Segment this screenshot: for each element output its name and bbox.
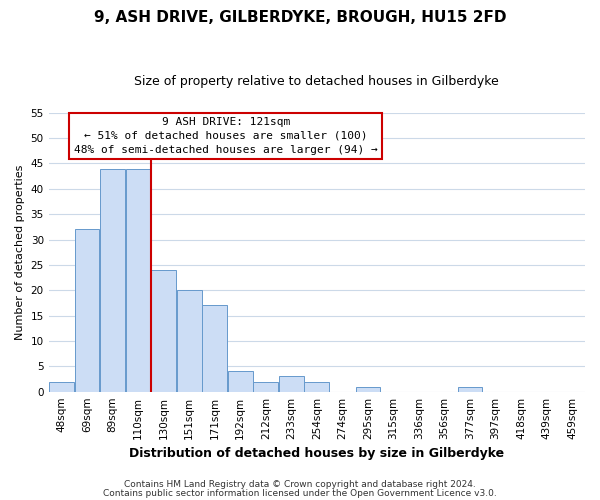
Title: Size of property relative to detached houses in Gilberdyke: Size of property relative to detached ho…: [134, 75, 499, 88]
Bar: [202, 306, 227, 392]
Text: Contains HM Land Registry data © Crown copyright and database right 2024.: Contains HM Land Registry data © Crown c…: [124, 480, 476, 489]
Bar: [304, 382, 329, 392]
Bar: [177, 290, 202, 392]
Text: 9, ASH DRIVE, GILBERDYKE, BROUGH, HU15 2FD: 9, ASH DRIVE, GILBERDYKE, BROUGH, HU15 2…: [94, 10, 506, 25]
Bar: [458, 386, 482, 392]
Bar: [151, 270, 176, 392]
Bar: [74, 230, 100, 392]
Bar: [356, 386, 380, 392]
Bar: [253, 382, 278, 392]
Bar: [228, 372, 253, 392]
Text: 9 ASH DRIVE: 121sqm
← 51% of detached houses are smaller (100)
48% of semi-detac: 9 ASH DRIVE: 121sqm ← 51% of detached ho…: [74, 117, 377, 155]
Text: Contains public sector information licensed under the Open Government Licence v3: Contains public sector information licen…: [103, 488, 497, 498]
X-axis label: Distribution of detached houses by size in Gilberdyke: Distribution of detached houses by size …: [129, 447, 505, 460]
Bar: [279, 376, 304, 392]
Bar: [100, 168, 125, 392]
Bar: [125, 168, 151, 392]
Y-axis label: Number of detached properties: Number of detached properties: [15, 164, 25, 340]
Bar: [49, 382, 74, 392]
